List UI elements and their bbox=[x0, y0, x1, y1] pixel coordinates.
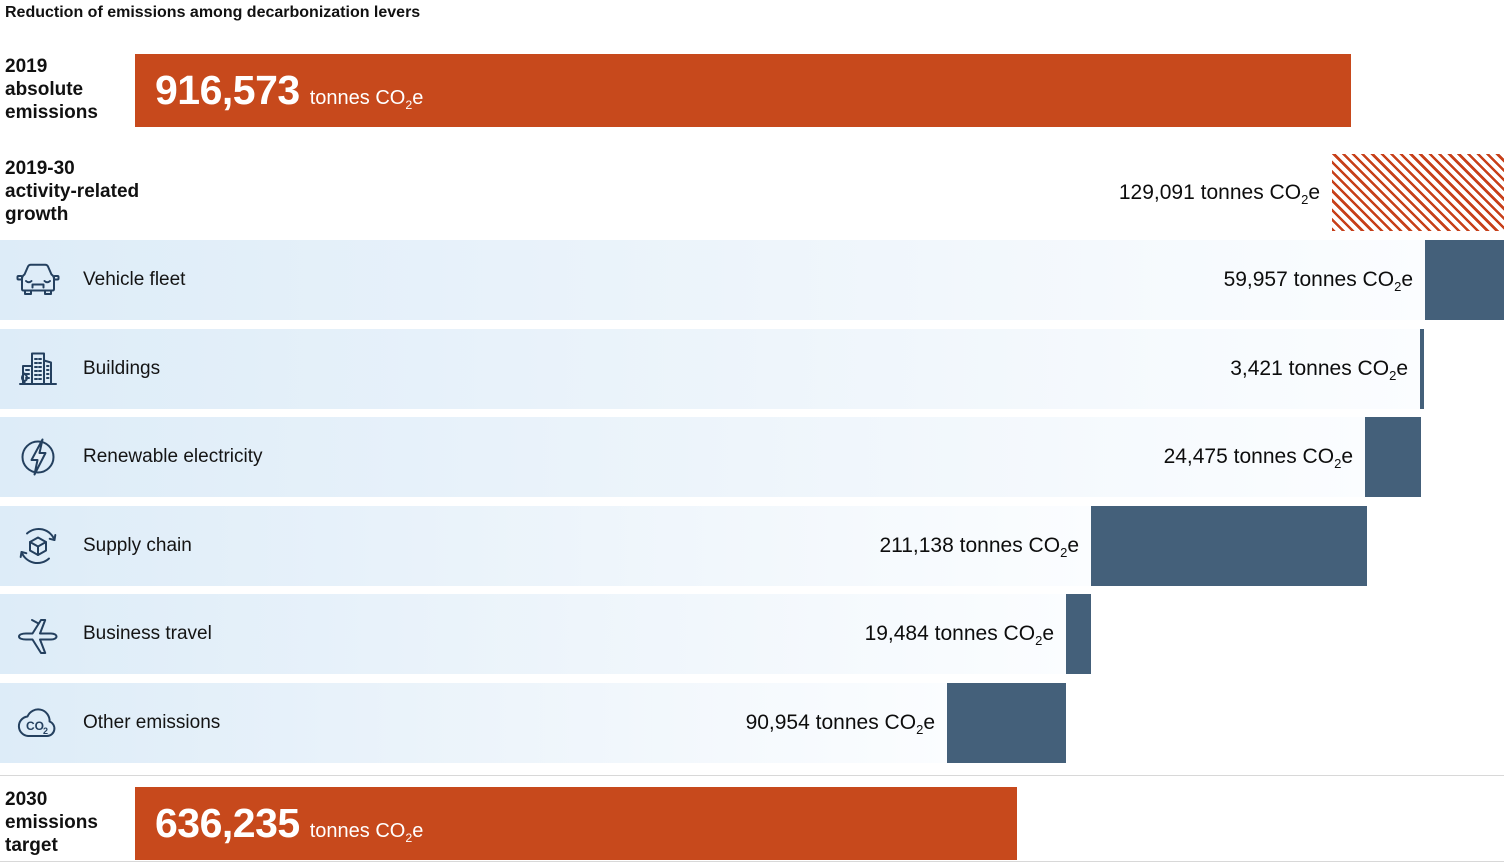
svg-text:2: 2 bbox=[43, 726, 48, 736]
lever-row-background bbox=[0, 240, 1425, 320]
lever-name: Supply chain bbox=[83, 535, 192, 556]
growth-value: 129,091 tonnes CO2e bbox=[1118, 180, 1320, 207]
lever-name: Vehicle fleet bbox=[83, 269, 186, 290]
lever-row-other-emissions: CO 2 Other emissions 90,954 tonnes CO2e bbox=[0, 683, 1504, 763]
lever-row-background bbox=[0, 683, 947, 763]
growth-hatched-bar bbox=[1332, 154, 1504, 231]
lightning-icon bbox=[14, 433, 62, 481]
target-emissions-value: 636,235 bbox=[155, 800, 300, 846]
growth-row-label: 2019-30 activity-related growth bbox=[5, 158, 140, 225]
target-emissions-bar: 636,235 tonnes CO2e bbox=[135, 787, 1017, 860]
chart-title: Reduction of emissions among decarboniza… bbox=[5, 4, 421, 21]
lever-name: Business travel bbox=[83, 623, 212, 644]
lever-bar bbox=[1091, 506, 1367, 586]
airplane-icon bbox=[14, 610, 62, 658]
lever-row-buildings: Buildings 3,421 tonnes CO2e bbox=[0, 329, 1504, 409]
start-emissions-unit: tonnes CO2e bbox=[309, 87, 424, 112]
lever-value: 19,484 tonnes CO2e bbox=[864, 622, 1054, 649]
lever-value: 24,475 tonnes CO2e bbox=[1163, 445, 1353, 472]
growth-row: 129,091 tonnes CO2e bbox=[0, 154, 1504, 231]
lever-bar bbox=[1066, 594, 1091, 674]
lever-row-vehicle-fleet: Vehicle fleet 59,957 tonnes CO2e bbox=[0, 240, 1504, 320]
svg-text:CO: CO bbox=[26, 719, 44, 733]
lever-name: Buildings bbox=[83, 358, 161, 379]
lever-row-renewable-electricity: Renewable electricity 24,475 tonnes CO2e bbox=[0, 417, 1504, 497]
lever-row-background bbox=[0, 417, 1365, 497]
co2-cloud-icon: CO 2 bbox=[14, 699, 62, 747]
lever-bar bbox=[947, 683, 1066, 763]
lever-row-supply-chain: Supply chain 211,138 tonnes CO2e bbox=[0, 506, 1504, 586]
lever-row-background bbox=[0, 329, 1420, 409]
start-emissions-bar: 916,573 tonnes CO2e bbox=[135, 54, 1351, 127]
supply-chain-icon bbox=[14, 522, 62, 570]
target-row-label: 2030 emissions target bbox=[5, 789, 98, 856]
lever-bar bbox=[1425, 240, 1504, 320]
lever-name: Other emissions bbox=[83, 712, 221, 733]
lever-row-business-travel: Business travel 19,484 tonnes CO2e bbox=[0, 594, 1504, 674]
car-icon bbox=[14, 256, 62, 304]
lever-value: 59,957 tonnes CO2e bbox=[1223, 268, 1413, 295]
section-divider bbox=[0, 775, 1504, 776]
lever-bar bbox=[1420, 329, 1424, 409]
lever-bar bbox=[1365, 417, 1421, 497]
buildings-icon bbox=[14, 345, 62, 393]
start-row-label: 2019 absolute emissions bbox=[5, 56, 98, 123]
lever-row-background bbox=[0, 594, 1066, 674]
lever-row-background bbox=[0, 506, 1091, 586]
bottom-divider bbox=[0, 861, 1504, 862]
lever-value: 90,954 tonnes CO2e bbox=[745, 711, 935, 738]
lever-value: 211,138 tonnes CO2e bbox=[879, 534, 1079, 561]
start-emissions-value: 916,573 bbox=[155, 67, 300, 113]
target-emissions-unit: tonnes CO2e bbox=[309, 820, 424, 845]
lever-value: 3,421 tonnes CO2e bbox=[1230, 357, 1408, 384]
lever-name: Renewable electricity bbox=[83, 446, 263, 467]
